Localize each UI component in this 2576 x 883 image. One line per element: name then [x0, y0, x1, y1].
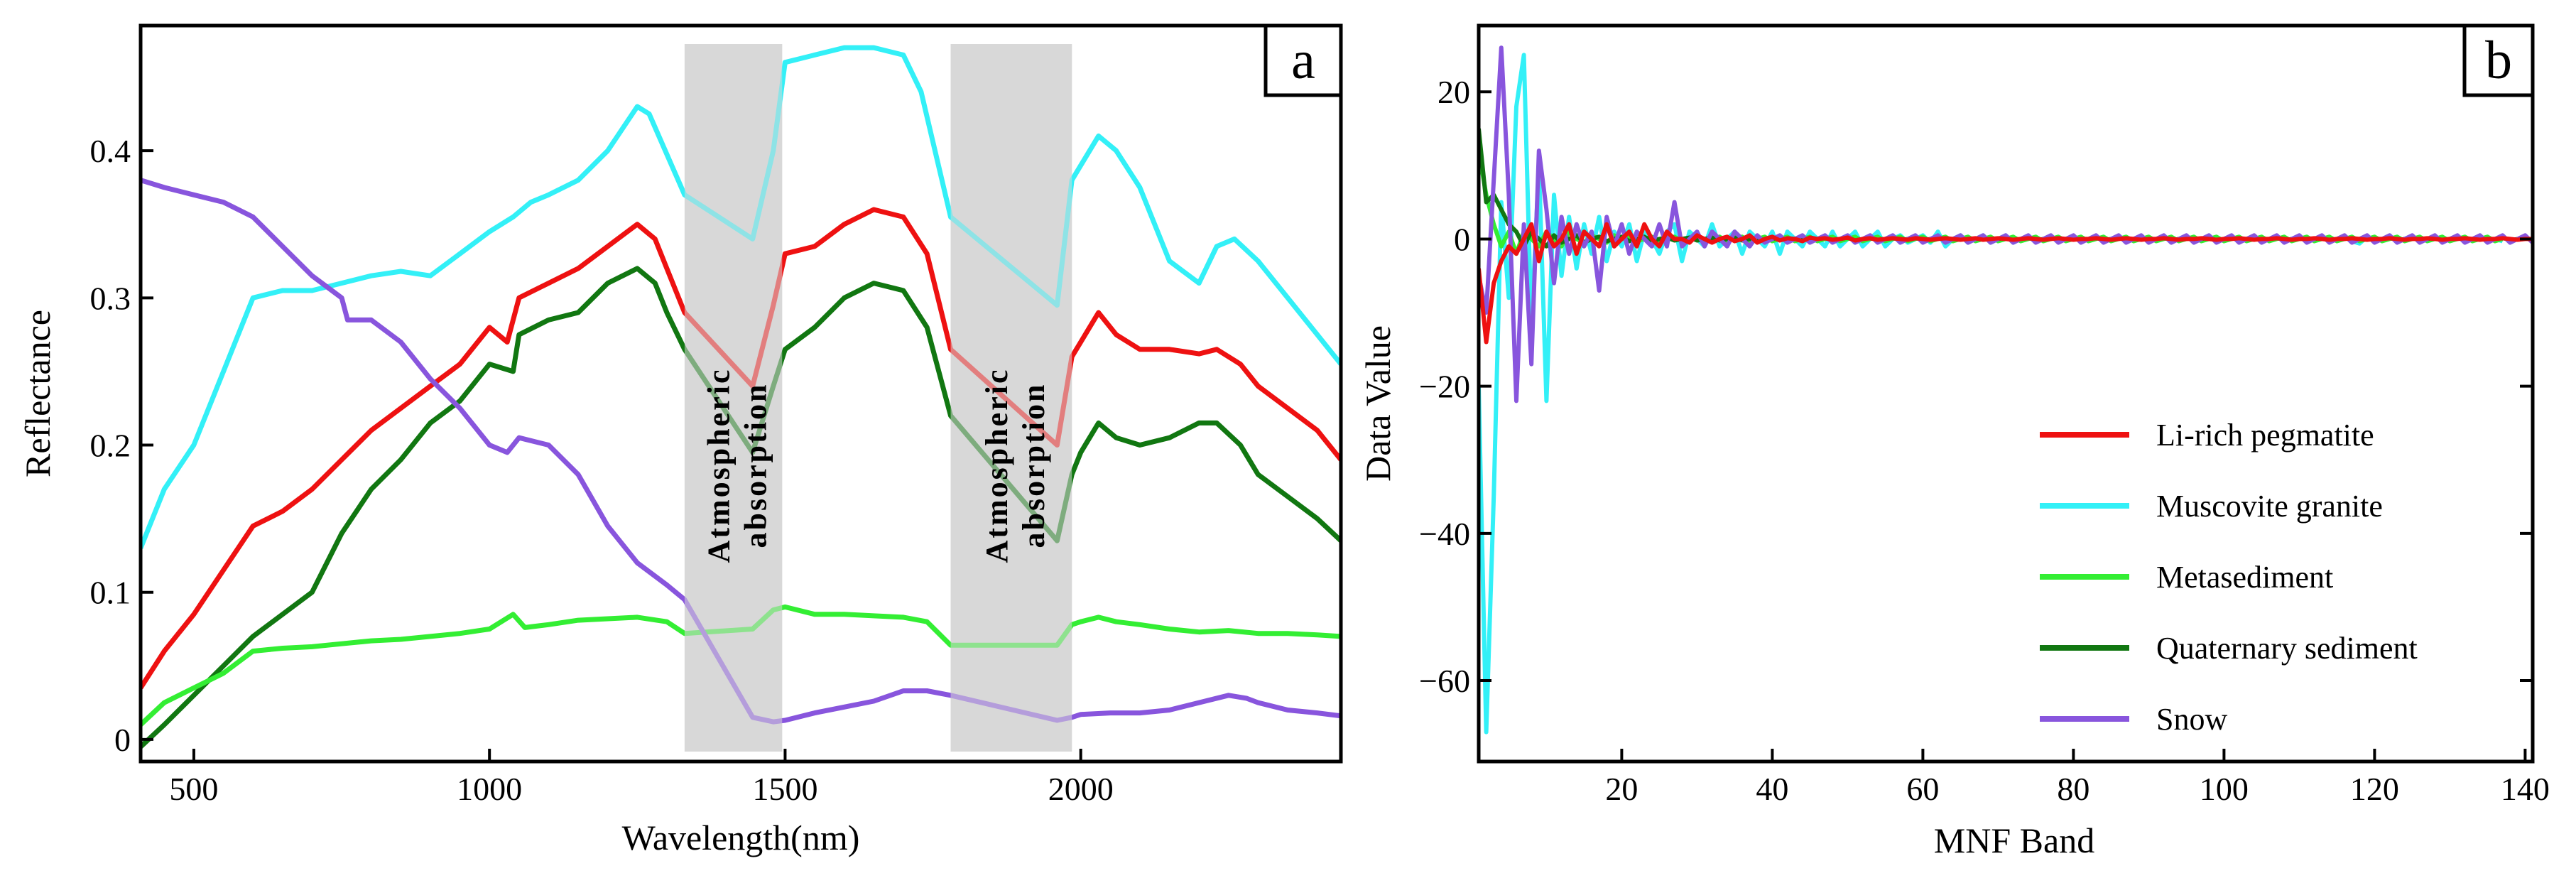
x-tick-label-b-80: 80 [2057, 771, 2089, 807]
panel-label-box-a [1263, 23, 1343, 97]
y-ticks-b: −60 −40 −20 0 20 [1419, 74, 2533, 699]
legend-label-quaternary-sediment: Quaternary sediment [2156, 631, 2418, 666]
x-axis-label-a: Wavelength(nm) [622, 818, 860, 857]
panel-label-box-b [2462, 23, 2535, 97]
panel-label-a: a [1291, 31, 1315, 90]
x-tick-label-a-1000: 1000 [457, 771, 522, 807]
panel-label-b: b [2485, 31, 2512, 90]
y-tick-label-a-1: 0.1 [90, 575, 131, 611]
x-tick-label-b-20: 20 [1605, 771, 1638, 807]
y-tick-label-b-1: −40 [1419, 516, 1470, 552]
legend-label-muscovite-granite: Muscovite granite [2156, 489, 2383, 524]
y-tick-label-b-4: 20 [1438, 74, 1470, 110]
x-tick-label-b-140: 140 [2501, 771, 2550, 807]
y-tick-label-b-0: −60 [1419, 663, 1470, 699]
x-tick-label-b-60: 60 [1906, 771, 1939, 807]
absorption-band-overlay-1 [684, 44, 783, 752]
y-tick-label-b-3: 0 [1454, 221, 1470, 257]
y-tick-label-a-2: 0.2 [90, 428, 131, 464]
y-ticks-a: 0 0.1 0.2 0.3 0.4 [90, 133, 153, 758]
series-b-li-rich-pegmatite [1479, 222, 2533, 345]
x-ticks-b: 20 40 60 80 100 120 140 [1605, 749, 2550, 807]
x-tick-label-a-1500: 1500 [752, 771, 817, 807]
absorption-band-label-1-line2: absorption [739, 383, 773, 548]
mnf-series [1479, 45, 2533, 735]
x-tick-label-b-40: 40 [1756, 771, 1788, 807]
y-tick-label-a-4: 0.4 [90, 133, 131, 169]
absorption-band-label-2-line1: Atmospheric [979, 368, 1014, 563]
plot-frame-a [138, 23, 1343, 764]
absorption-band-label-1-line1: Atmospheric [702, 368, 737, 563]
x-tick-label-b-100: 100 [2200, 771, 2249, 807]
x-ticks-a: 500 1000 1500 2000 [169, 749, 1114, 807]
y-tick-label-a-0: 0 [114, 722, 131, 758]
legend-label-snow: Snow [2156, 702, 2227, 737]
panel-a: Atmospheric absorption Atmospheric absorpti… [18, 23, 1343, 857]
y-axis-label-a: Reflectance [18, 310, 58, 477]
y-tick-label-a-3: 0.3 [90, 280, 131, 316]
x-axis-label-b: MNF Band [1934, 820, 2094, 860]
absorption-band-label-2-line2: absorption [1016, 383, 1051, 548]
x-tick-label-a-2000: 2000 [1048, 771, 1114, 807]
plot-frame-b [1477, 23, 2535, 764]
y-axis-label-b: Data Value [1358, 325, 1398, 482]
y-tick-label-b-2: −20 [1419, 369, 1470, 405]
legend-label-metasediment: Metasediment [2156, 560, 2333, 595]
absorption-band-overlay-2 [950, 44, 1072, 752]
absorption-band-overlays: Atmospheric absorption Atmospheric absorpti… [684, 44, 1072, 752]
legend-label-li-rich-pegmatite: Li-rich pegmatite [2156, 418, 2374, 453]
x-tick-label-a-500: 500 [169, 771, 218, 807]
legend: Li-rich pegmatite Muscovite granite Metase… [2040, 418, 2418, 737]
x-tick-label-b-120: 120 [2350, 771, 2399, 807]
